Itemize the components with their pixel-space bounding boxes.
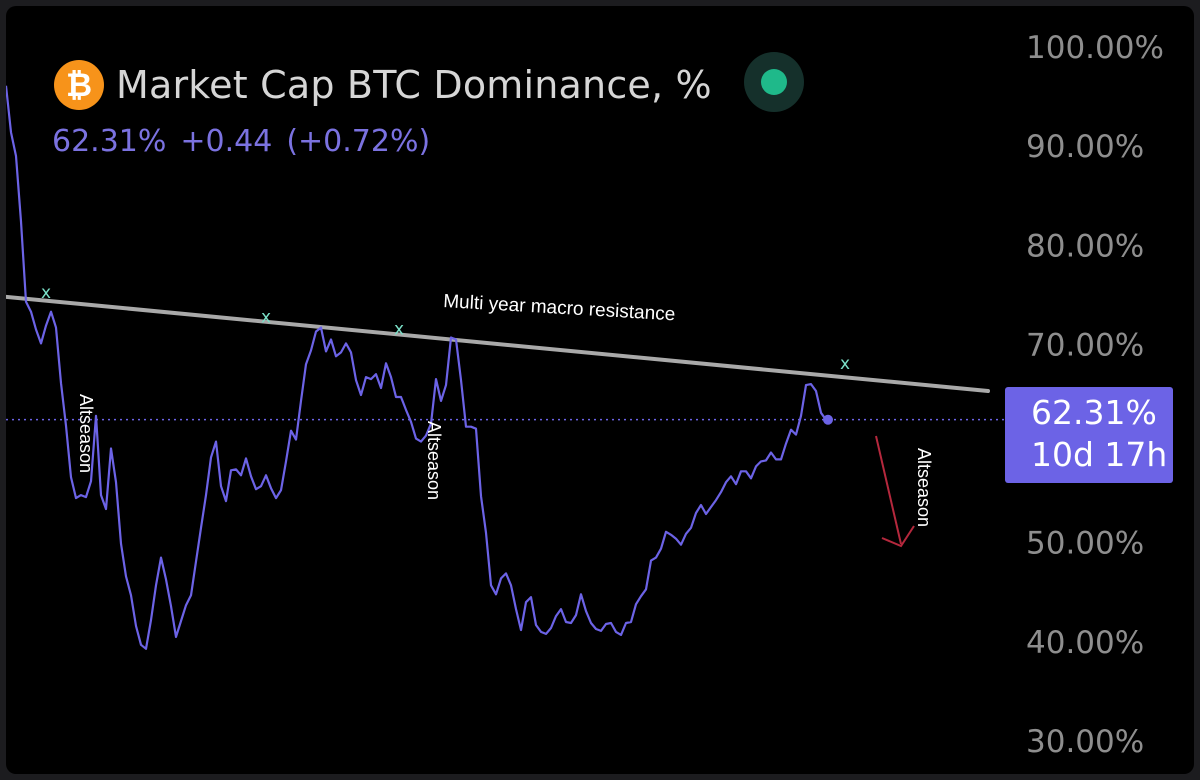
bitcoin-icon: ₿ (54, 60, 104, 110)
altseason-label: Altseason (914, 448, 934, 527)
y-axis: 100.00% 90.00% 80.00% 70.00% 50.00% 40.00% 30.… (1026, 30, 1164, 760)
status-indicator[interactable] (744, 52, 804, 112)
peak-marker: x (261, 308, 271, 328)
last-point-marker (823, 414, 833, 425)
arrow-down-icon (875, 435, 915, 548)
price-label-value: 62.31% (1031, 393, 1157, 432)
altseason-labels: Altseason Altseason Altseason (76, 394, 934, 527)
y-tick-label: 30.00% (1026, 724, 1144, 760)
y-tick-label: 100.00% (1026, 30, 1164, 66)
chart-header: ₿ Market Cap BTC Dominance, % (54, 60, 712, 110)
peak-marker: x (840, 354, 850, 374)
green-dot-icon (761, 69, 787, 95)
y-tick-label: 80.00% (1026, 228, 1144, 264)
peak-marker: x (41, 283, 51, 303)
current-price-label: 62.31% 10d 17h (1005, 387, 1173, 483)
current-value: 62.31% (52, 124, 167, 159)
change-percent: (+0.72%) (286, 124, 431, 159)
change-value: +0.44 (180, 124, 273, 159)
chart-frame: 100.00% 90.00% 80.00% 70.00% 50.00% 40.00% 30.… (6, 6, 1194, 774)
peak-marker: x (394, 320, 404, 340)
y-tick-label: 50.00% (1026, 526, 1144, 562)
series-line (6, 85, 827, 650)
peak-markers: x x x x (41, 283, 850, 374)
altseason-label: Altseason (76, 394, 96, 473)
chart-area: 100.00% 90.00% 80.00% 70.00% 50.00% 40.00% 30.… (6, 30, 1164, 760)
y-tick-label: 70.00% (1026, 327, 1144, 363)
chart-title: Market Cap BTC Dominance, % (116, 63, 712, 107)
price-summary: 62.31% +0.44 (+0.72%) (52, 124, 444, 159)
price-label-timeframe: 10d 17h (1031, 435, 1168, 474)
resistance-label: Multi year macro resistance (443, 291, 676, 325)
altseason-label: Altseason (424, 421, 444, 500)
y-tick-label: 90.00% (1026, 129, 1144, 165)
resistance-line (6, 294, 990, 394)
y-tick-label: 40.00% (1026, 625, 1144, 661)
